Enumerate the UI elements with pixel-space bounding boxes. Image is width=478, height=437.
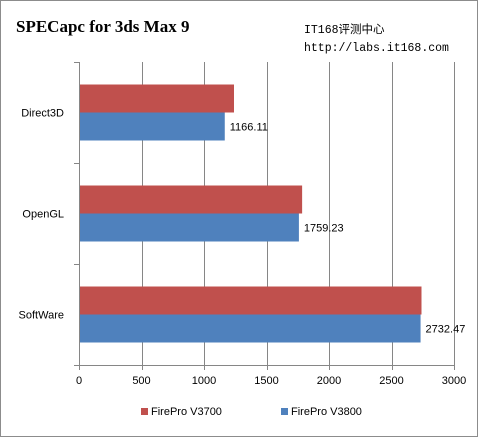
legend-label-firepro-v3700: FirePro V3700 — [151, 406, 222, 418]
x-tick-label: 3000 — [442, 375, 466, 387]
bars — [79, 84, 422, 343]
legend: FirePro V3700 FirePro V3800 — [141, 406, 362, 418]
data-label-direct3d: 1166.11 — [230, 122, 268, 134]
category-label-opengl: OpenGL — [22, 209, 64, 221]
x-tick-label: 0 — [76, 375, 82, 387]
bar-opengl-firepro-v3800 — [79, 213, 299, 242]
x-tick-label: 2000 — [317, 375, 341, 387]
x-tick-label: 500 — [132, 375, 150, 387]
bar-software-firepro-v3800 — [79, 314, 421, 343]
watermark-line-1: IT168评测中心 — [304, 24, 385, 37]
bar-software-firepro-v3700 — [79, 286, 422, 315]
bar-direct3d-firepro-v3800 — [79, 112, 225, 141]
category-label-software: SoftWare — [19, 310, 64, 322]
x-tick-label: 1000 — [192, 375, 216, 387]
bar-opengl-firepro-v3700 — [79, 185, 303, 214]
axes — [74, 62, 455, 370]
data-label-software: 2732.47 — [426, 324, 466, 336]
labels: 0 500 1000 1500 2000 2500 3000 Direct3D 1166.11 O… — [19, 108, 467, 388]
category-label-direct3d: Direct3D — [21, 108, 64, 120]
x-tick-label: 2500 — [379, 375, 403, 387]
x-tick-label: 1500 — [254, 375, 278, 387]
data-label-opengl: 1759.23 — [304, 223, 344, 235]
chart-title: SPECapc for 3ds Max 9 — [16, 17, 190, 36]
legend-swatch-firepro-v3700 — [141, 408, 148, 415]
bar-direct3d-firepro-v3700 — [79, 84, 234, 113]
watermark-line-2: http://labs.it168.com — [304, 42, 449, 55]
legend-swatch-firepro-v3800 — [281, 408, 288, 415]
watermark: IT168评测中心 http://labs.it168.com — [304, 22, 449, 58]
legend-label-firepro-v3800: FirePro V3800 — [291, 406, 362, 418]
